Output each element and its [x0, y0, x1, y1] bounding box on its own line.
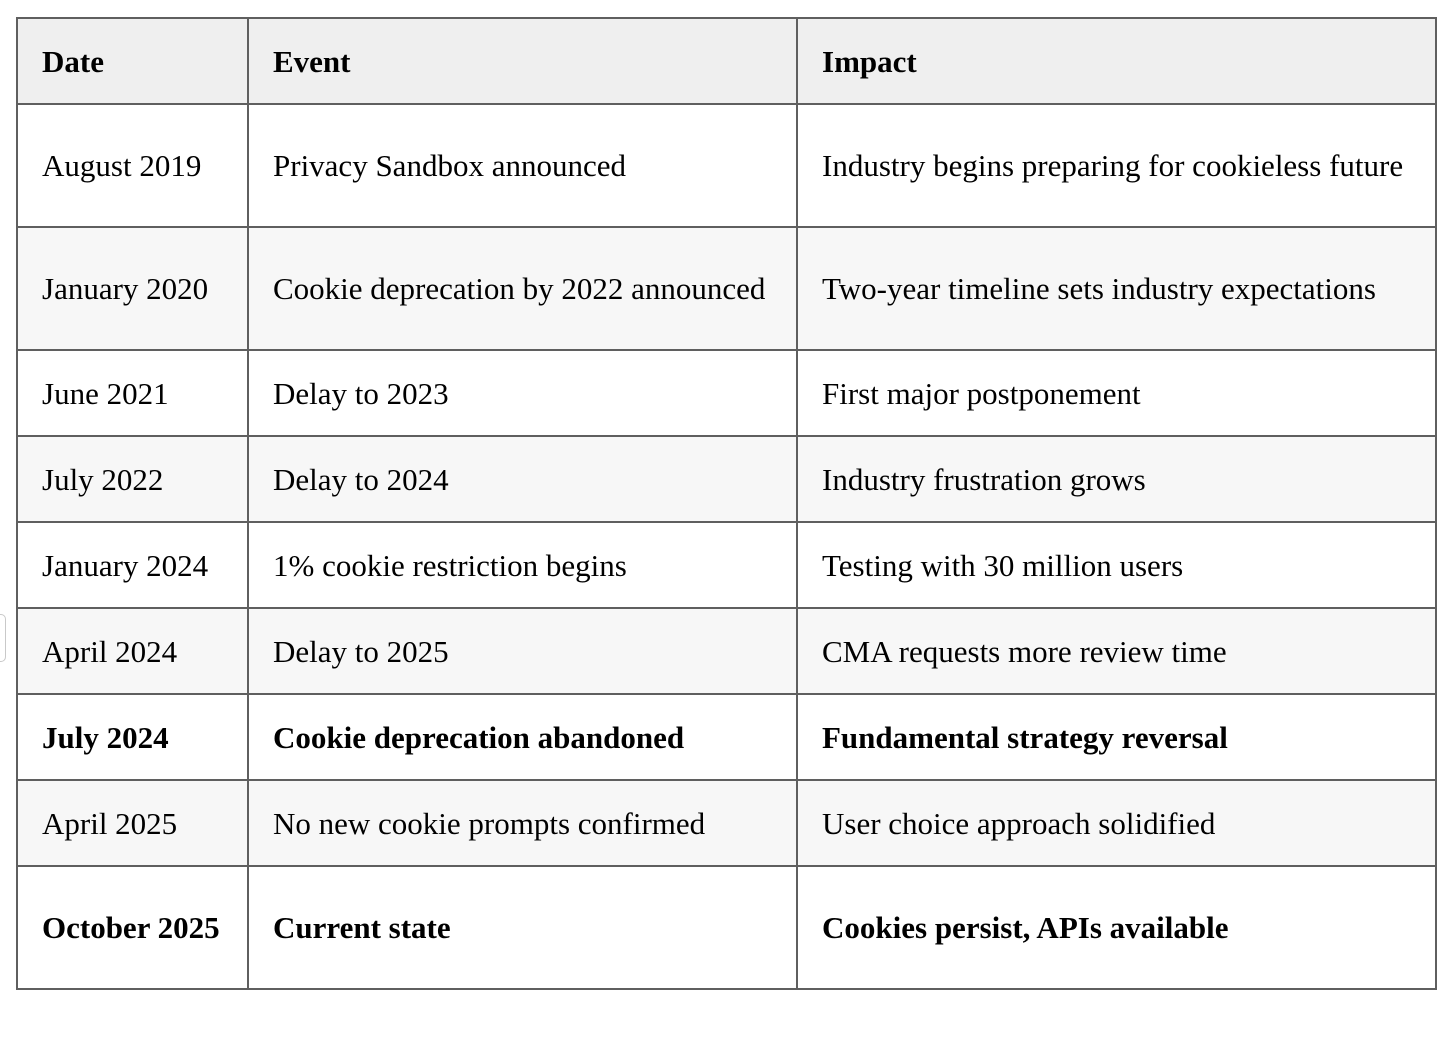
event-cell: Privacy Sandbox announced — [247, 103, 798, 228]
event-cell: Delay to 2025 — [247, 607, 798, 695]
date-cell: July 2024 — [16, 693, 249, 781]
date-cell: April 2024 — [16, 607, 249, 695]
event-cell: Delay to 2023 — [247, 349, 798, 437]
impact-cell: Cookies persist, APIs available — [796, 865, 1437, 990]
table-row: August 2019 Privacy Sandbox announced In… — [16, 103, 1437, 228]
impact-cell: CMA requests more review time — [796, 607, 1437, 695]
date-cell: January 2020 — [16, 226, 249, 351]
impact-cell: User choice approach solidified — [796, 779, 1437, 867]
table-row: July 2022 Delay to 2024 Industry frustra… — [16, 435, 1437, 523]
header-event: Event — [247, 17, 798, 105]
date-cell: April 2025 — [16, 779, 249, 867]
header-date: Date — [16, 17, 249, 105]
event-cell: Current state — [247, 865, 798, 990]
impact-cell: Industry begins preparing for cookieless… — [796, 103, 1437, 228]
event-cell: Cookie deprecation by 2022 announced — [247, 226, 798, 351]
table-row: January 2020 Cookie deprecation by 2022 … — [16, 226, 1437, 351]
event-cell: Cookie deprecation abandoned — [247, 693, 798, 781]
header-row: Date Event Impact — [16, 17, 1437, 105]
impact-cell: Industry frustration grows — [796, 435, 1437, 523]
event-cell: No new cookie prompts confirmed — [247, 779, 798, 867]
header-impact: Impact — [796, 17, 1437, 105]
event-cell: Delay to 2024 — [247, 435, 798, 523]
impact-cell: Fundamental strategy reversal — [796, 693, 1437, 781]
side-panel-tab[interactable] — [0, 614, 6, 662]
event-cell: 1% cookie restriction begins — [247, 521, 798, 609]
date-cell: July 2022 — [16, 435, 249, 523]
impact-cell: First major postponement — [796, 349, 1437, 437]
date-cell: January 2024 — [16, 521, 249, 609]
table-row: January 2024 1% cookie restriction begin… — [16, 521, 1437, 609]
table-row-highlighted: July 2024 Cookie deprecation abandoned F… — [16, 693, 1437, 781]
table-row: April 2024 Delay to 2025 CMA requests mo… — [16, 607, 1437, 695]
table-row: April 2025 No new cookie prompts confirm… — [16, 779, 1437, 867]
date-cell: October 2025 — [16, 865, 249, 990]
date-cell: June 2021 — [16, 349, 249, 437]
table-row: June 2021 Delay to 2023 First major post… — [16, 349, 1437, 437]
impact-cell: Testing with 30 million users — [796, 521, 1437, 609]
impact-cell: Two-year timeline sets industry expectat… — [796, 226, 1437, 351]
timeline-table: Date Event Impact August 2019 Privacy Sa… — [16, 17, 1437, 990]
table-row-highlighted: October 2025 Current state Cookies persi… — [16, 865, 1437, 990]
date-cell: August 2019 — [16, 103, 249, 228]
